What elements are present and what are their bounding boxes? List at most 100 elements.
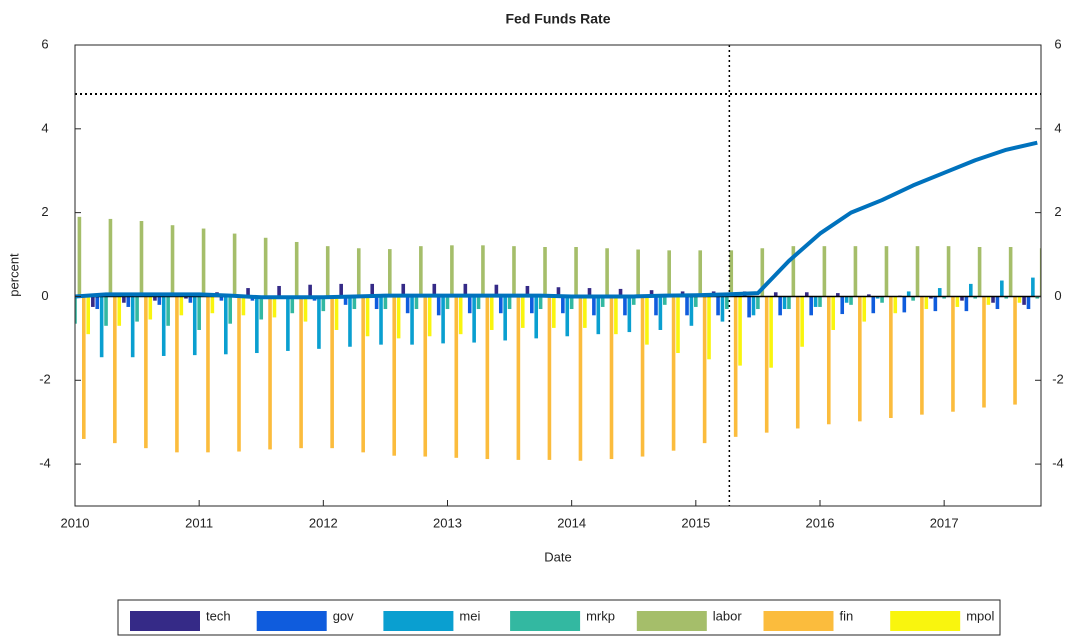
x-tick-label: 2010	[61, 515, 90, 530]
bar	[862, 296, 867, 322]
bar	[556, 287, 561, 297]
bar	[543, 247, 547, 297]
bar	[973, 296, 977, 299]
bar	[410, 296, 414, 345]
x-tick-label: 2012	[309, 515, 338, 530]
bar	[694, 296, 698, 307]
bar	[662, 296, 667, 305]
bar	[104, 296, 108, 326]
bar	[317, 296, 321, 349]
bar	[1022, 296, 1026, 305]
bar	[219, 296, 224, 301]
x-tick-label: 2011	[185, 515, 213, 530]
bar	[831, 296, 835, 330]
bar	[751, 296, 756, 316]
bar	[161, 296, 166, 356]
bar	[880, 296, 884, 303]
legend-label: labor	[713, 608, 743, 623]
bar	[946, 246, 951, 297]
legend-label: mei	[459, 608, 480, 623]
legend-label: fin	[840, 608, 854, 623]
bar	[277, 285, 281, 297]
bar	[729, 250, 734, 297]
bar	[272, 296, 277, 318]
bar	[995, 296, 1000, 310]
legend-swatch	[256, 611, 327, 631]
bar	[991, 296, 995, 303]
bar	[893, 296, 898, 314]
bar	[485, 296, 490, 460]
legend-swatch	[510, 611, 581, 631]
bar	[1031, 277, 1035, 297]
bar	[561, 296, 565, 314]
bar	[822, 246, 827, 297]
bar	[166, 296, 170, 326]
bar	[383, 296, 388, 310]
bar	[343, 296, 348, 305]
bar	[871, 296, 876, 314]
y2-tick-label: 4	[1054, 120, 1061, 135]
bar	[525, 285, 530, 297]
bar	[849, 296, 853, 305]
y-tick-label: 0	[41, 288, 48, 303]
bar	[423, 296, 428, 457]
bar	[569, 296, 574, 310]
bar	[489, 296, 494, 330]
bar	[702, 296, 707, 444]
bar	[144, 296, 148, 449]
bar	[716, 296, 720, 316]
bar	[968, 283, 973, 297]
legend-swatch	[383, 611, 454, 631]
x-axis-label: Date	[544, 549, 571, 564]
bar	[153, 296, 157, 301]
bar	[840, 296, 845, 315]
bar	[782, 296, 787, 310]
bar	[960, 296, 964, 301]
bar	[388, 249, 392, 297]
bar	[738, 296, 742, 366]
bar	[1000, 280, 1004, 297]
bar	[210, 296, 215, 314]
y2-tick-label: 6	[1054, 36, 1061, 51]
bar	[113, 296, 117, 444]
bar	[255, 296, 259, 354]
bar	[836, 293, 840, 297]
bar	[920, 296, 924, 415]
bar	[108, 218, 113, 297]
bar	[809, 296, 813, 316]
bar	[175, 296, 179, 453]
bar	[530, 296, 534, 314]
x-tick-label: 2016	[806, 515, 835, 530]
bar	[902, 296, 907, 313]
bar	[756, 296, 760, 310]
bar	[330, 296, 334, 449]
bar	[352, 296, 357, 310]
bar	[401, 283, 406, 297]
bar	[1035, 296, 1040, 299]
bar	[494, 284, 499, 297]
bar	[498, 296, 503, 314]
y2-tick-label: 2	[1054, 204, 1061, 219]
bar	[986, 296, 991, 305]
bar	[82, 296, 86, 439]
bar	[206, 296, 210, 453]
bar	[818, 296, 822, 307]
y-axis-label: percent	[6, 253, 21, 297]
bar	[689, 296, 694, 326]
bar	[1008, 247, 1013, 297]
bar	[95, 296, 100, 310]
y-tick-label: -2	[39, 372, 51, 387]
axes-box	[74, 44, 1042, 507]
bar	[414, 296, 419, 310]
bar	[649, 290, 654, 297]
bar	[631, 296, 636, 305]
bar	[791, 246, 796, 297]
bar	[596, 296, 601, 335]
bar	[592, 296, 596, 316]
bar	[77, 216, 82, 297]
bar	[534, 296, 539, 339]
y-tick-label: 6	[41, 36, 48, 51]
bar	[955, 296, 960, 307]
bar	[122, 296, 126, 303]
